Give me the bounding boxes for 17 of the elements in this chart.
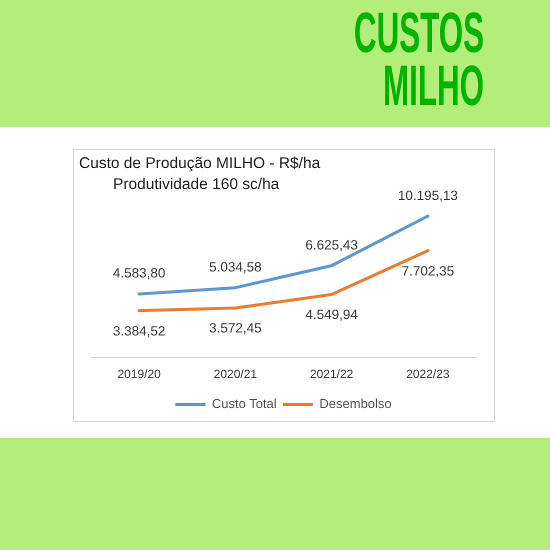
x-tick-label: 2020/21	[214, 367, 258, 382]
data-label: 4.583,80	[112, 266, 166, 281]
text: CUSTOS MILHO	[352, 1, 484, 118]
data-label: 7.702,35	[402, 263, 454, 278]
chart-subtitle: Produtividade 160 sc/ha	[113, 176, 280, 194]
legend-label: Desembolso	[319, 396, 392, 412]
chart-title: Custo de Produção MILHO - R$/ha	[79, 155, 320, 173]
data-label: 5.034,58	[209, 259, 262, 274]
x-tick-label: 2021/22	[310, 367, 354, 382]
x-tick-label: 2019/20	[117, 367, 162, 382]
data-label: 3.572,45	[209, 320, 262, 336]
data-label: 4.549,94	[305, 307, 358, 322]
x-tick-label: 2022/23	[406, 367, 450, 382]
data-label: 6.625,43	[305, 237, 358, 252]
legend-label: Custo Total	[212, 396, 277, 412]
data-label: 10.195,13	[398, 188, 458, 203]
data-label: 3.384,52	[112, 323, 166, 338]
